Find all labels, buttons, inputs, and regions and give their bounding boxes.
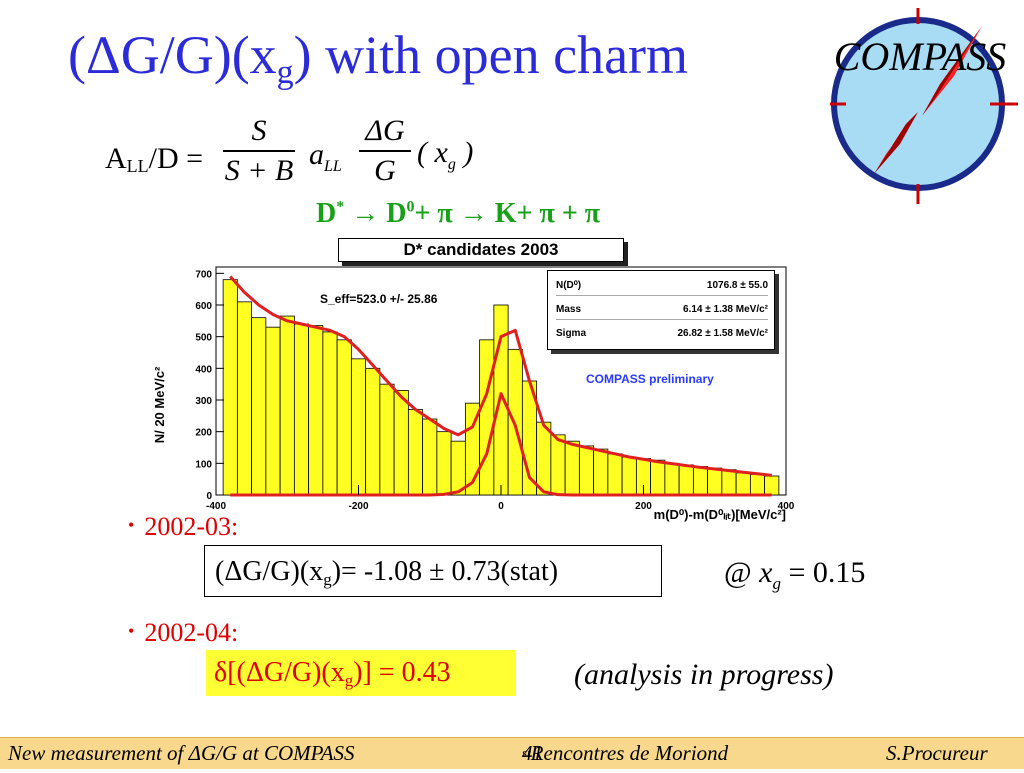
x-tick-label: 400 [778, 501, 795, 512]
y-tick-label: 500 [195, 333, 212, 344]
analysis-note: (analysis in progress) [574, 658, 834, 691]
result-2002-04: δ[(ΔG/G)(xg)] = 0.43 [206, 650, 516, 696]
x-axis-label: m(D⁰)-m(D⁰ₗᵢₜ)[MeV/c²] [654, 507, 786, 522]
histogram-bin [578, 445, 595, 496]
histogram-bin [265, 326, 281, 496]
y-tick-label: 700 [195, 269, 212, 280]
result-2002-03: (ΔG/G)(xg)= -1.08 ± 0.73(stat) [204, 545, 662, 597]
histogram-bin [735, 472, 751, 496]
histogram-bin [593, 448, 609, 496]
x-tick-label: -200 [348, 501, 368, 512]
slide-title: (ΔG/G)(xg) with open charm [68, 25, 689, 91]
stats-row: Mass 6.14 ± 1.38 MeV/c² [556, 299, 768, 320]
compass-logo: COMPASS [830, 8, 1018, 204]
analyzing-power: aLL [309, 138, 342, 175]
x-tick-label: 0 [498, 501, 504, 512]
stats-row: N(D⁰) 1076.8 ± 55.0 [556, 275, 768, 296]
histogram-bin [379, 383, 395, 496]
y-tick-label: 100 [195, 459, 212, 470]
y-tick-label: 600 [195, 301, 212, 312]
histogram-bin [365, 367, 381, 496]
compass-preliminary: COMPASS preliminary [586, 372, 714, 386]
y-axis-label: N/ 20 MeV/c² [152, 366, 167, 443]
fit-total-curve [229, 275, 772, 477]
histogram-bin [692, 466, 709, 496]
histogram-bin [564, 440, 580, 496]
histogram-bin [479, 339, 495, 496]
y-tick-label: 400 [195, 364, 212, 375]
y-tick-label: 0 [206, 491, 212, 502]
histogram-bin [707, 467, 723, 496]
y-tick-label: 300 [195, 396, 212, 407]
mass-histogram: 0 100 200 300 400 500 600 700 -400 -200 0 200 400 N/… [152, 266, 795, 522]
bullet-2002-03: • 2002-03: [128, 512, 239, 541]
histogram-bin [749, 474, 766, 496]
y-tick-label: 200 [195, 428, 212, 439]
decay-chain: D* → D0+ π → K+ π + π [316, 198, 601, 229]
histogram-bin [393, 390, 409, 496]
histogram-bin [664, 462, 680, 496]
histogram-bin [308, 325, 324, 496]
formula-lhs: ALL/D = [105, 142, 204, 176]
histogram-bin [236, 301, 253, 496]
histogram-bin [422, 418, 438, 496]
histogram-bin [436, 431, 452, 496]
histogram-bin [650, 459, 666, 496]
histogram-bin [721, 469, 737, 496]
histogram-bin [407, 409, 424, 496]
footer-talk-title: New measurement of ΔG/G at COMPASS [8, 741, 355, 765]
fit-stats-box: N(D⁰) 1076.8 ± 55.0 Mass 6.14 ± 1.38 MeV/c… [547, 270, 775, 350]
xg-value: @ xg = 0.15 [724, 556, 866, 593]
histogram-bin [251, 317, 267, 496]
formula-argument: ( xg ) [417, 136, 474, 173]
seff-annotation: S_eff=523.0 +/- 25.86 [320, 292, 438, 306]
bullet-2002-04: • 2002-04: [128, 618, 239, 647]
histogram-bin [222, 279, 238, 496]
gluon-fraction: ΔG G [359, 112, 411, 190]
footer-author: S.Procureur [886, 741, 988, 765]
logo-text: COMPASS [834, 34, 1007, 79]
histogram-bin [550, 434, 566, 496]
histogram-bin [293, 323, 310, 496]
histogram-bin [536, 421, 552, 496]
x-tick-label: 200 [635, 501, 652, 512]
histogram-bin [350, 358, 367, 496]
x-tick-label: -400 [206, 501, 226, 512]
stats-row: Sigma 26.82 ± 1.58 MeV/c² [556, 328, 768, 339]
histogram-bin [764, 475, 780, 496]
histogram-bin [336, 339, 352, 496]
fit-signal-curve [230, 392, 772, 497]
histogram-bin [678, 464, 694, 496]
histogram-bin [322, 331, 338, 496]
histogram-bin [607, 453, 623, 496]
histogram-bin [621, 456, 637, 496]
histogram-bin [279, 315, 295, 496]
histogram-title: D* candidates 2003 [338, 238, 624, 262]
